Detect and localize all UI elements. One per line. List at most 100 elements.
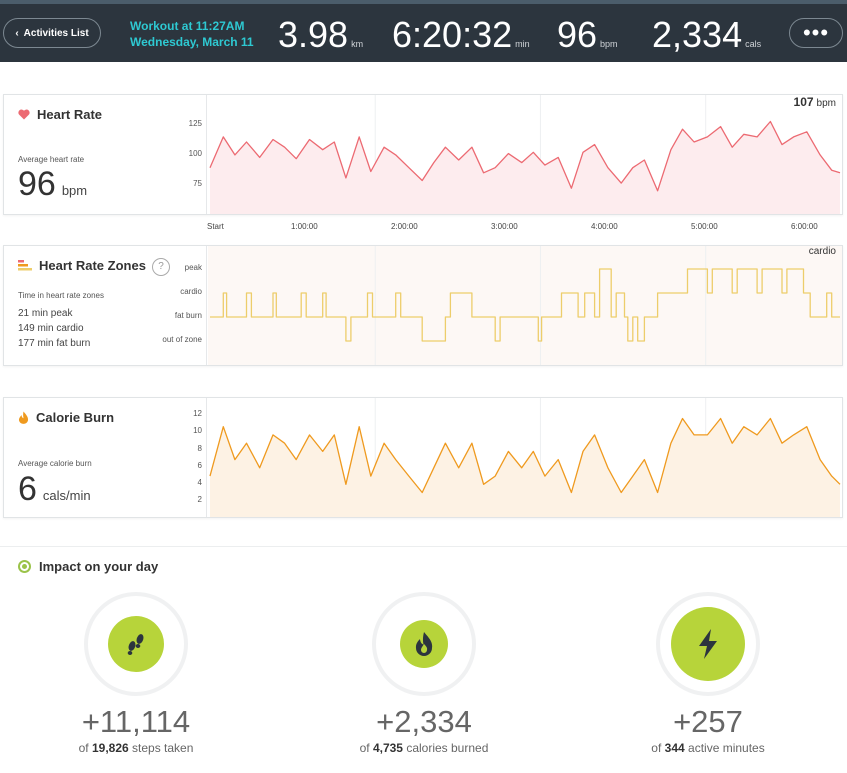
steps-increase: +11,114	[81, 704, 191, 739]
calories-of: of	[359, 741, 370, 755]
x-tick: 3:00:00	[491, 222, 518, 231]
activities-list-label: Activities List	[23, 27, 89, 39]
heart-rate-peak-value: 107	[793, 95, 814, 109]
heart-icon	[18, 109, 30, 120]
heart-rate-average-value: 96	[18, 165, 56, 203]
steps-total: of 19,826 steps taken	[26, 741, 246, 755]
active-minutes-ring	[656, 592, 760, 696]
y-tick: 2	[197, 495, 202, 504]
help-icon[interactable]: ?	[152, 258, 170, 276]
flame-icon	[415, 632, 433, 656]
calorie-average-unit: cals/min	[42, 488, 91, 503]
active-minutes-of: of	[651, 741, 662, 755]
heart-rate-zones-panel: Heart Rate Zones ? Time in heart rate zo…	[3, 245, 843, 366]
x-tick: 4:00:00	[591, 222, 618, 231]
zones-chart-svg	[208, 246, 842, 365]
calorie-average: 6 cals/min	[18, 470, 91, 509]
stat-heart-rate-unit: bpm	[600, 39, 618, 49]
zones-y-axis: peak cardio fat burn out of zone	[154, 246, 202, 365]
zones-subtitle: Time in heart rate zones	[18, 291, 104, 300]
series-area	[210, 418, 840, 517]
y-tick: fat burn	[174, 311, 202, 320]
stat-calories-value: 2,334	[652, 14, 743, 55]
zones-title-text: Heart Rate Zones	[39, 258, 146, 273]
stat-duration-value: 6:20:32	[392, 14, 513, 55]
series-line	[209, 417, 841, 494]
stat-duration-unit: min	[515, 39, 530, 49]
zone-peak-minutes: 21 min peak	[18, 308, 73, 319]
calorie-average-value: 6	[18, 470, 37, 508]
series-area	[210, 121, 840, 214]
workout-header: ‹ Activities List Workout at 11:27AM Wed…	[0, 0, 847, 62]
flame-icon	[18, 411, 29, 424]
x-tick: 1:00:00	[291, 222, 318, 231]
zones-chart[interactable]: cardio	[208, 246, 842, 365]
zones-current-tag: cardio	[808, 246, 836, 257]
x-tick: 6:00:00	[791, 222, 818, 231]
series-line	[209, 120, 841, 192]
heart-rate-peak: 107 bpm	[794, 95, 836, 109]
target-icon	[18, 560, 31, 573]
heart-rate-subtitle: Average heart rate	[18, 155, 85, 164]
stat-calories-unit: cals	[745, 39, 762, 49]
steps-ring	[84, 592, 188, 696]
zones-title: Heart Rate Zones	[18, 258, 146, 273]
workout-time: Workout at 11:27AM	[130, 19, 245, 33]
heart-rate-chart-svg	[209, 95, 841, 214]
heart-rate-peak-unit: bpm	[816, 98, 836, 109]
zone-fat-burn-minutes: 177 min fat burn	[18, 338, 91, 349]
heart-rate-summary: Heart Rate Average heart rate 96 bpm 125 …	[4, 95, 207, 214]
calorie-title-text: Calorie Burn	[36, 410, 115, 425]
y-tick: 6	[197, 461, 202, 470]
steps-label: steps taken	[132, 741, 194, 755]
active-minutes-increase: +257	[673, 704, 743, 739]
heart-rate-title-text: Heart Rate	[37, 107, 103, 122]
y-tick: peak	[184, 263, 202, 272]
calories-ring	[372, 592, 476, 696]
series-line	[210, 268, 840, 342]
lightning-icon	[699, 629, 717, 659]
steps-total-value: 19,826	[91, 741, 129, 755]
stat-distance-value: 3.98	[278, 14, 349, 55]
calorie-burn-panel: Calorie Burn Average calorie burn 6 cals/…	[3, 397, 843, 518]
calories-increase: +2,334	[376, 704, 472, 739]
impact-title-text: Impact on your day	[39, 559, 159, 574]
stat-heart-rate-value: 96	[557, 14, 598, 55]
y-tick: out of zone	[162, 335, 202, 344]
y-tick: 75	[193, 179, 202, 188]
time-axis: Start 1:00:00 2:00:00 3:00:00 4:00:00 5:…	[207, 222, 843, 236]
heart-rate-panel: Heart Rate Average heart rate 96 bpm 125 …	[3, 94, 843, 215]
zones-background	[208, 246, 842, 365]
steps-badge	[108, 616, 164, 672]
zones-summary: Heart Rate Zones ? Time in heart rate zo…	[4, 246, 207, 365]
zones-bars-icon	[18, 260, 32, 271]
active-minutes-total-value: 344	[664, 741, 685, 755]
y-tick: 10	[193, 426, 202, 435]
activities-list-button[interactable]: ‹ Activities List	[3, 18, 101, 48]
x-tick: 5:00:00	[691, 222, 718, 231]
impact-title: Impact on your day	[18, 559, 158, 574]
active-minutes-badge	[671, 607, 745, 681]
stat-duration: 6:20:32 min	[392, 14, 530, 56]
impact-calories: +2,334 of 4,735 calories burned	[314, 592, 534, 755]
active-minutes-total: of 344 active minutes	[598, 741, 818, 755]
heart-rate-chart[interactable]: 107 bpm	[208, 95, 842, 214]
heart-rate-title: Heart Rate	[18, 107, 102, 122]
calorie-title: Calorie Burn	[18, 410, 114, 425]
stat-distance-unit: km	[351, 39, 364, 49]
stat-calories: 2,334 cals	[652, 14, 761, 56]
footsteps-icon	[127, 634, 144, 655]
heart-rate-y-axis: 125 100 75	[154, 95, 202, 214]
x-tick: Start	[207, 222, 224, 231]
calorie-chart[interactable]	[208, 398, 842, 517]
steps-of: of	[78, 741, 89, 755]
x-tick: 2:00:00	[391, 222, 418, 231]
y-tick: 125	[188, 119, 202, 128]
workout-date: Wednesday, March 11	[130, 35, 254, 49]
y-tick: cardio	[180, 287, 202, 296]
calorie-summary: Calorie Burn Average calorie burn 6 cals/…	[4, 398, 207, 517]
more-options-button[interactable]: •••	[789, 18, 843, 48]
zone-cardio-minutes: 149 min cardio	[18, 323, 84, 334]
calorie-chart-svg	[209, 398, 841, 517]
calorie-subtitle: Average calorie burn	[18, 459, 92, 468]
